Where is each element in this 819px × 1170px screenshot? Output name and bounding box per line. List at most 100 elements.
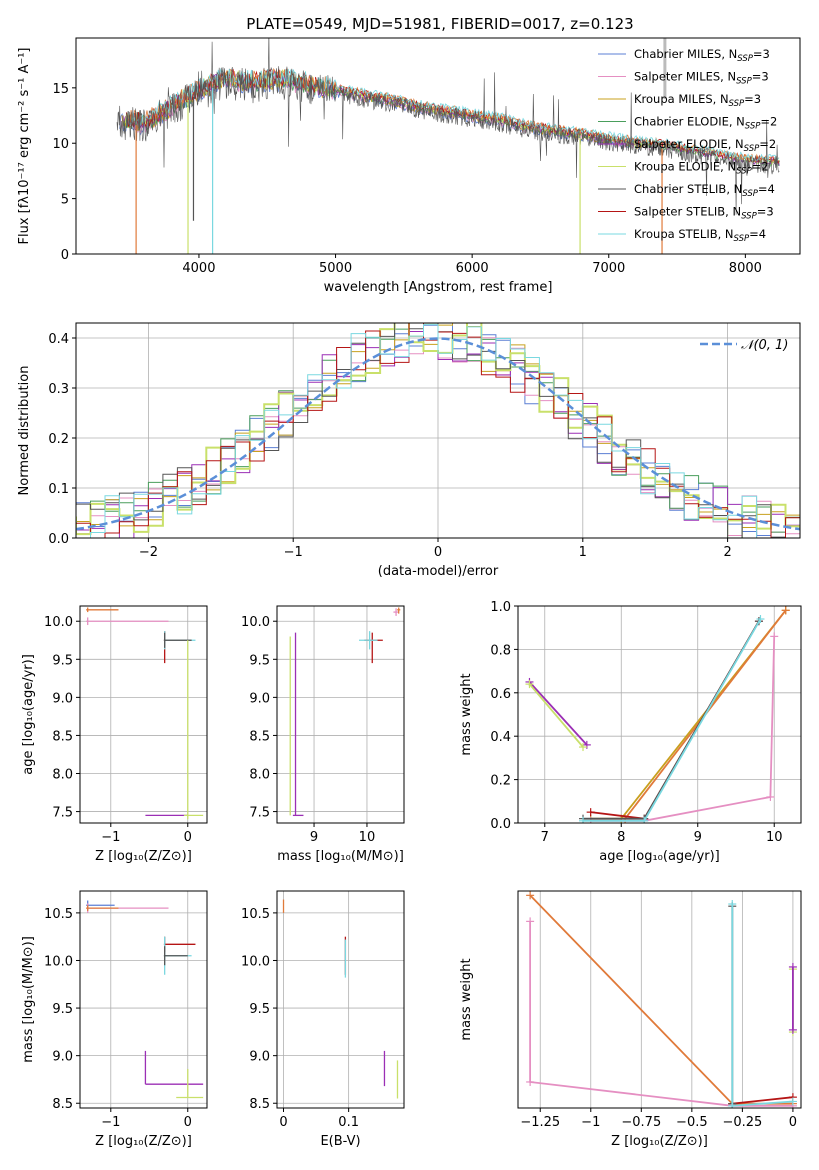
weight_vs_Z-series-salpeter_miles — [529, 921, 793, 1107]
legend-value: =3 — [752, 70, 769, 84]
residuals-xlabel: (data-model)/error — [378, 564, 499, 579]
spectrum-axes — [116, 38, 780, 254]
weight_vs_Z-xtick-label: −0.75 — [621, 1115, 661, 1130]
legend-normal-label: 𝒩(0, 1) — [741, 338, 788, 353]
spectrum-xtick-label: 5000 — [319, 261, 352, 276]
weight_vs_Z-xlabel: Z [log₁₀(Z/Z⊙)] — [611, 1134, 708, 1149]
legend-subscript: SSP — [734, 234, 750, 244]
residuals-xtick-label: −2 — [139, 545, 158, 560]
legend-value: =2 — [759, 137, 776, 151]
residuals-ytick-label: 0.1 — [48, 482, 69, 497]
spectrum-xtick-label: 4000 — [182, 261, 215, 276]
mass_vs_Z-xtick-label: −1 — [101, 1115, 120, 1130]
age_vs_mass-plot-area — [289, 607, 401, 817]
age_vs_Z-axes — [80, 606, 207, 823]
mass_vs_Z-ytick-label: 9.0 — [52, 1050, 73, 1065]
residuals-ytick-label: 0.2 — [48, 432, 69, 447]
spectrum-xtick-label: 8000 — [729, 261, 762, 276]
age_vs_mass-ytick-label: 7.5 — [249, 806, 270, 821]
spectrum-plot-area — [116, 38, 780, 254]
weight_vs_age-xtick-label: 10 — [766, 830, 783, 845]
weight_vs_age-ytick-label: 0.6 — [490, 687, 511, 702]
residuals-ylabel: Normed distribution — [17, 366, 32, 496]
mass_vs_Z-ytick-label: 8.5 — [52, 1097, 73, 1112]
legend-value: =3 — [753, 47, 770, 61]
spectrum-masked-region — [663, 38, 667, 99]
weight_vs_age-frame — [517, 605, 802, 824]
age_vs_mass-ytick-label: 9.5 — [249, 653, 270, 668]
weight_vs_age-xtick-label: 8 — [617, 830, 625, 845]
legend-entry: Salpeter STELIB, NSSP=3 — [634, 205, 774, 222]
weight_vs_Z-series-orange — [529, 894, 793, 1105]
age_vs_mass-axes — [277, 606, 404, 823]
legend-subscript: SSP — [741, 212, 757, 222]
weight_vs_age-ylabel: mass weight — [459, 673, 474, 755]
legend-subscript: SSP — [729, 99, 745, 109]
weight_vs_Z-xtick-label: −1.25 — [520, 1115, 560, 1130]
weight_vs_age-series-kroupa_miles — [590, 609, 787, 820]
mass_vs_EBV-ytick-label: 9.5 — [249, 1002, 270, 1017]
age_vs_Z-ytick-label: 9.0 — [52, 691, 73, 706]
mass_vs_Z-xlabel: Z [log₁₀(Z/Z⊙)] — [95, 1134, 192, 1149]
weight_vs_Z-xtick-label: −1 — [581, 1115, 600, 1130]
mass_vs_Z-plot-area — [86, 900, 204, 1099]
mass_vs_Z-ylabel: mass [log₁₀(M/M⊙)] — [21, 936, 36, 1063]
mass_vs_EBV-frame — [276, 890, 405, 1109]
spectrum-ytick-label: 0 — [61, 248, 69, 263]
mass_vs_EBV-ytick-label: 10.0 — [241, 954, 270, 969]
legend-subscript: SSP — [745, 122, 761, 132]
spectrum-ylabel: Flux [fλ10⁻¹⁷ erg cm⁻² s⁻¹ A⁻¹] — [17, 48, 32, 245]
weight_vs_age-axes — [518, 605, 801, 824]
legend-entry: Chabrier ELODIE, NSSP=2 — [634, 115, 777, 132]
weight_vs_age-ytick-label: 0.0 — [490, 817, 511, 832]
weight_vs_Z-xtick-label: −0.25 — [722, 1115, 762, 1130]
age_vs_mass-ytick-label: 8.0 — [249, 768, 270, 783]
spectrum-data — [116, 38, 780, 215]
weight_vs_age-ytick-label: 1.0 — [490, 600, 511, 615]
mass_vs_EBV-ytick-label: 9.0 — [249, 1050, 270, 1065]
weight_vs_Z-ylabel: mass weight — [459, 958, 474, 1040]
residuals-xtick-label: 1 — [579, 545, 587, 560]
weight_vs_age-series-salpeter_stelib — [590, 620, 760, 820]
mass_vs_Z-ytick-label: 9.5 — [52, 1002, 73, 1017]
age_vs_mass-xtick-label: 10 — [359, 830, 376, 845]
residuals-ytick-label: 0.0 — [48, 532, 69, 547]
legend-value: =3 — [757, 205, 774, 219]
legend-value: =4 — [749, 227, 766, 241]
legend-entry: Kroupa MILES, NSSP=3 — [634, 92, 761, 109]
legend-subscript: SSP — [736, 77, 752, 87]
age_vs_mass-ytick-label: 9.0 — [249, 691, 270, 706]
age_vs_Z-ytick-label: 7.5 — [52, 806, 73, 821]
age_vs_mass-frame — [276, 605, 405, 824]
histogram-kroupa_stelib — [76, 324, 800, 538]
spectrum-ytick-label: 10 — [52, 137, 69, 152]
residuals-xtick-label: −1 — [284, 545, 303, 560]
weight_vs_age-ytick-label: 0.4 — [490, 730, 511, 745]
spectrum-xlabel: wavelength [Angstrom, rest frame] — [324, 280, 553, 295]
mass_vs_EBV-xlabel: E(B-V) — [320, 1134, 360, 1149]
weight_vs_age-ytick-label: 0.8 — [490, 643, 511, 658]
residuals-xtick-label: 2 — [723, 545, 731, 560]
weight_vs_age-xtick-label: 9 — [694, 830, 702, 845]
age_vs_Z-ytick-label: 10.0 — [44, 615, 73, 630]
weight_vs_Z-series-salpeter_stelib — [732, 1096, 793, 1105]
mass_vs_EBV-axes — [277, 891, 404, 1108]
age_vs_Z-ytick-label: 9.5 — [52, 653, 73, 668]
legend-value: =4 — [758, 182, 775, 196]
residuals-plot-area — [76, 323, 800, 538]
mass_vs_Z-ytick-label: 10.0 — [44, 954, 73, 969]
weight_vs_Z-axes — [526, 891, 797, 1108]
mass_vs_EBV-ytick-label: 8.5 — [249, 1097, 270, 1112]
legend-entry: Chabrier STELIB, NSSP=4 — [634, 182, 775, 199]
weight_vs_age-xlabel: age [log₁₀(age/yr)] — [599, 849, 720, 864]
weight_vs_Z-series-kroupa_stelib — [731, 904, 793, 1107]
weight_vs_age-plot-area — [525, 606, 790, 823]
weight_vs_age-series-salpeter_elodie — [528, 681, 588, 746]
age_vs_mass-xtick-label: 9 — [310, 830, 318, 845]
weight_vs_age-series-kroupa_elodie — [528, 683, 584, 748]
legend-entry: Salpeter MILES, NSSP=3 — [634, 70, 769, 87]
weight_vs_age-xtick-label: 7 — [541, 830, 549, 845]
residuals-ytick-label: 0.4 — [48, 332, 69, 347]
age_vs_Z-xtick-label: 0 — [184, 830, 192, 845]
